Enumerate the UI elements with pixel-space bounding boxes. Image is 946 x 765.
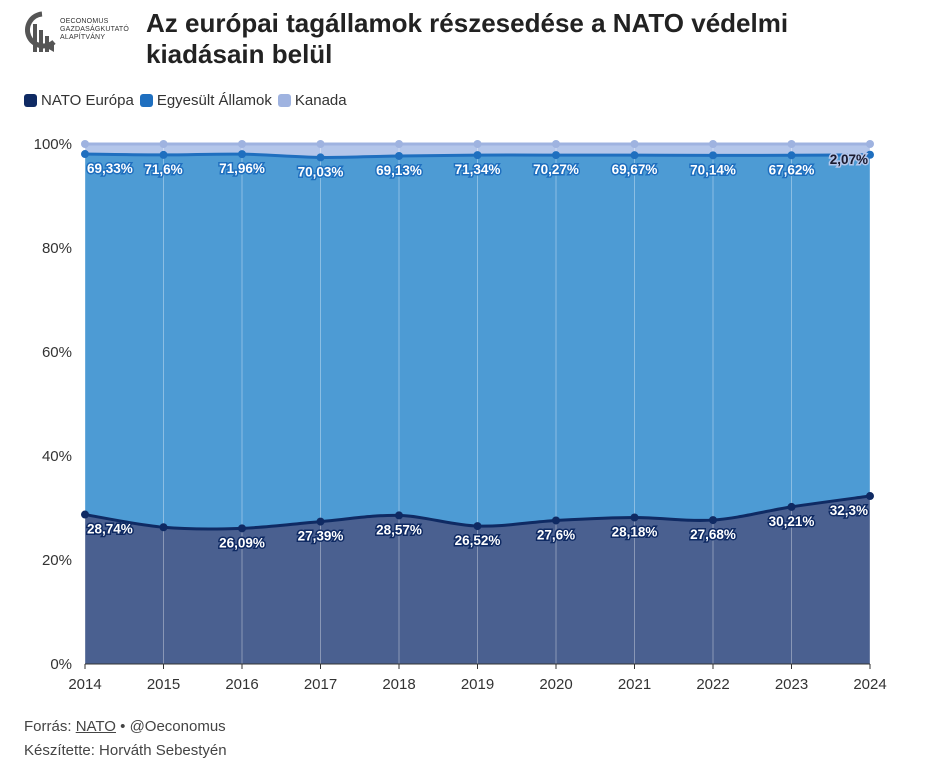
- y-tick-label: 100%: [34, 136, 72, 153]
- y-tick-label: 40%: [42, 448, 72, 465]
- source-suffix: • @Oeconomus: [120, 718, 226, 735]
- legend-swatch-us: [139, 93, 153, 107]
- chart-header: OECONOMUS GAZDASÁGKUTATÓ ALAPÍTVÁNY Az e…: [24, 6, 924, 86]
- point-canada[interactable]: [630, 140, 639, 148]
- point-europe[interactable]: [395, 511, 403, 520]
- legend-label-us: Egyesült Államok: [156, 91, 272, 109]
- legend-item-europe[interactable]: NATO Európa: [24, 92, 134, 109]
- legend-item-us[interactable]: Egyesült Államok: [139, 91, 272, 109]
- data-label: 30,21%: [769, 514, 815, 529]
- legend-swatch-europe: [24, 93, 37, 107]
- point-canada[interactable]: [787, 140, 796, 148]
- x-tick-label: 2015: [147, 676, 180, 693]
- y-tick-label: 0%: [50, 656, 72, 673]
- logo-text: OECONOMUS GAZDASÁGKUTATÓ ALAPÍTVÁNY: [60, 18, 129, 42]
- x-tick-label: 2021: [618, 676, 651, 693]
- data-label: 28,57%: [376, 522, 422, 537]
- source-link-nato[interactable]: NATO: [75, 718, 116, 735]
- oeconomus-logo: OECONOMUS GAZDASÁGKUTATÓ ALAPÍTVÁNY: [24, 10, 149, 70]
- data-label: 69,67%: [612, 162, 658, 177]
- point-europe[interactable]: [316, 517, 325, 526]
- data-label: 70,27%: [533, 162, 579, 177]
- point-canada[interactable]: [316, 140, 325, 148]
- point-us[interactable]: [473, 151, 482, 160]
- point-canada[interactable]: [866, 140, 874, 148]
- point-europe[interactable]: [630, 513, 639, 522]
- point-europe[interactable]: [866, 492, 874, 501]
- point-canada[interactable]: [473, 140, 482, 148]
- x-tick-label: 2024: [853, 676, 886, 693]
- data-label: 69,13%: [376, 163, 422, 178]
- x-tick-label: 2023: [775, 676, 808, 693]
- x-tick-label: 2017: [304, 676, 337, 693]
- data-label: 26,09%: [219, 535, 265, 550]
- author-line: Készítette: Horváth Sebestyén: [24, 742, 227, 759]
- source-prefix: Forrás:: [24, 718, 72, 735]
- logo-line: ALAPÍTVÁNY: [60, 34, 106, 41]
- point-us[interactable]: [238, 150, 246, 159]
- point-us[interactable]: [630, 151, 639, 160]
- stacked-area-chart: 0% 20% 40% 60% 80% 100% 2014 2015 2016 2017 2018 20…: [34, 136, 887, 693]
- x-tick-label: 2022: [696, 676, 729, 693]
- y-tick-label: 60%: [42, 344, 72, 361]
- point-us[interactable]: [395, 151, 403, 160]
- x-tick-label: 2019: [461, 676, 494, 693]
- data-label: 67,62%: [769, 162, 815, 177]
- point-europe[interactable]: [81, 510, 89, 519]
- data-label: 70,03%: [298, 164, 344, 179]
- point-europe[interactable]: [709, 516, 717, 525]
- point-canada[interactable]: [238, 140, 246, 148]
- chart-title: Az európai tagállamok részesedése a NATO…: [146, 8, 789, 69]
- data-label: 2,07%: [830, 152, 868, 167]
- data-label: 32,3%: [830, 503, 868, 518]
- x-tick-label: 2016: [225, 676, 258, 693]
- chart-footer: Forrás: NATO • @Oeconomus Készítette: Ho…: [24, 715, 227, 763]
- point-us[interactable]: [552, 151, 560, 160]
- point-europe[interactable]: [787, 502, 796, 511]
- legend-item-canada[interactable]: Kanada: [277, 91, 347, 109]
- point-europe[interactable]: [552, 516, 560, 525]
- legend-label-canada: Kanada: [294, 91, 347, 109]
- data-label: 27,6%: [537, 527, 575, 542]
- point-us[interactable]: [709, 151, 717, 160]
- point-canada[interactable]: [159, 140, 168, 148]
- logo-mark-icon: [25, 11, 56, 52]
- point-europe[interactable]: [473, 522, 482, 531]
- data-label: 71,34%: [455, 162, 501, 177]
- point-canada[interactable]: [709, 140, 717, 148]
- y-tick-label: 80%: [42, 240, 72, 257]
- legend-label-europe: NATO Európa: [41, 91, 134, 109]
- point-canada[interactable]: [395, 140, 403, 148]
- chart-legend: NATO Európa Egyesült Államok Kanada: [24, 90, 353, 110]
- legend-swatch-canada: [277, 93, 291, 107]
- y-tick-label: 20%: [42, 552, 72, 569]
- point-us[interactable]: [316, 153, 325, 162]
- point-us[interactable]: [159, 150, 168, 159]
- area-us: [85, 154, 870, 530]
- data-label: 71,96%: [219, 161, 265, 176]
- data-label: 28,18%: [612, 524, 658, 539]
- data-label: 70,14%: [690, 162, 736, 177]
- source-line: Forrás: NATO • @Oeconomus: [24, 715, 227, 739]
- point-us[interactable]: [81, 150, 89, 159]
- x-tick-label: 2018: [382, 676, 415, 693]
- logo-line: OECONOMUS: [60, 18, 109, 25]
- point-canada[interactable]: [81, 140, 89, 148]
- data-label: 27,39%: [298, 529, 344, 544]
- data-label: 28,74%: [87, 522, 133, 537]
- data-label: 71,6%: [144, 162, 182, 177]
- area-europe: [85, 496, 870, 664]
- point-canada[interactable]: [552, 140, 560, 148]
- point-europe[interactable]: [238, 524, 246, 533]
- point-us[interactable]: [866, 150, 874, 159]
- logo-line: GAZDASÁGKUTATÓ: [60, 26, 130, 33]
- data-label: 69,33%: [87, 161, 133, 176]
- data-label: 27,68%: [690, 527, 736, 542]
- x-tick-label: 2014: [68, 676, 101, 693]
- point-us[interactable]: [787, 151, 796, 160]
- point-europe[interactable]: [159, 523, 168, 532]
- x-tick-label: 2020: [539, 676, 572, 693]
- data-label: 26,52%: [455, 533, 501, 548]
